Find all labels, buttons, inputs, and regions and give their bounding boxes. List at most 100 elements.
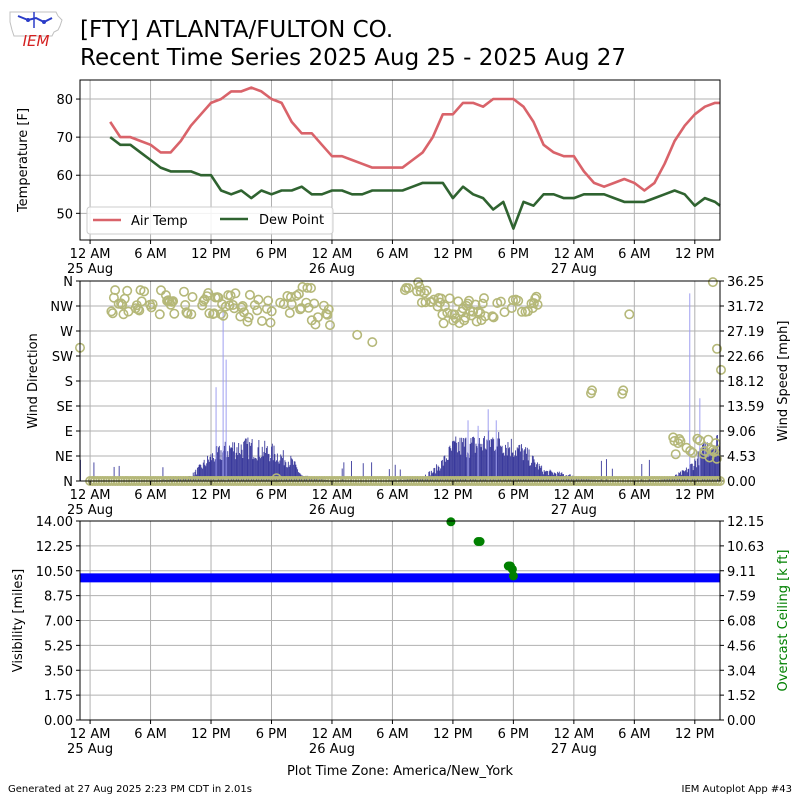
x-tick-label: 12 AM: [70, 247, 111, 262]
wind-direction-marker: [182, 308, 193, 319]
wind-speed-bar: [399, 469, 401, 481]
wind-speed-bar: [256, 460, 258, 481]
wind-speed-bar: [669, 478, 670, 481]
wind-speed-bar: [276, 460, 277, 481]
wind-speed-bar: [523, 450, 525, 481]
y-tick-label: 7.00: [44, 615, 73, 630]
wind-speed-bar: [451, 450, 453, 481]
wind-speed-bar: [451, 441, 453, 481]
y-tick-label: 8.75: [44, 590, 73, 605]
y-tick-label: 5.25: [44, 639, 73, 654]
wind-speed-bar: [261, 446, 263, 481]
wind-speed-bar: [177, 478, 179, 481]
wind-speed-bar: [198, 464, 200, 481]
wind-speed-bar: [257, 447, 259, 481]
y-tick-label: 14.00: [36, 515, 73, 530]
wind-speed-bar: [648, 459, 650, 481]
wind-speed-bar: [508, 448, 510, 481]
wind-direction-marker: [106, 306, 117, 317]
wind-speed-bar: [713, 456, 715, 481]
ceiling-point: [446, 517, 456, 527]
wind-direction-marker: [506, 302, 517, 313]
wind-speed-bar: [201, 467, 203, 481]
wind-speed-bar: [717, 455, 719, 481]
wind-speed-bar: [437, 465, 439, 481]
wind-speed-bar: [664, 479, 665, 481]
wind-direction-marker: [670, 449, 681, 460]
wind-speed-bar: [475, 443, 477, 481]
wind-speed-bar: [465, 437, 467, 481]
temperature-legend: Air Temp Dew Point: [86, 206, 334, 235]
y2-tick-label: 22.66: [727, 350, 764, 365]
wind-direction-marker: [324, 320, 335, 331]
wind-direction-marker: [179, 286, 190, 297]
wind-speed-bar: [489, 440, 490, 481]
wind-speed-bar: [287, 467, 288, 481]
wind-speed-bar: [232, 442, 234, 481]
wind-speed-bar: [434, 467, 436, 481]
wind-speed-bar: [661, 479, 663, 481]
wind-speed-bar: [291, 458, 293, 481]
wind-speed-bar: [550, 470, 552, 481]
wind-speed-bar: [701, 445, 703, 481]
x-tick-label: 12 AM: [312, 488, 353, 503]
wind-speed-bar: [436, 470, 438, 481]
wind-speed-bar: [674, 476, 676, 481]
wind-speed-bar: [459, 437, 461, 481]
iem-logo: IEM: [6, 6, 66, 52]
wind-speed-bar: [259, 456, 261, 481]
wind-direction-marker: [133, 304, 144, 315]
wind-direction-marker: [692, 433, 703, 444]
wind-speed-bar: [717, 435, 718, 481]
wind-direction-marker: [444, 293, 455, 304]
wind-speed-axis-label: Wind Speed [mph]: [776, 321, 791, 442]
visibility-panel: 0.00 1.75 3.50 5.25 7.00 8.75 10.50 12.25 14.00 0…: [11, 515, 791, 757]
wind-speed-bar: [227, 451, 229, 481]
wind-direction-markers: [75, 277, 726, 486]
wind-speed-bar: [211, 460, 213, 481]
wind-speed-bar: [502, 453, 504, 481]
wind-speed-bar: [273, 445, 275, 481]
y-tick-label: W: [60, 325, 73, 340]
wind-direction-marker: [312, 312, 323, 323]
wind-speed-bar: [212, 457, 214, 481]
wind-speed-bar: [712, 449, 713, 481]
wind-speed-bar: [461, 437, 463, 481]
wind-speed-bar: [254, 458, 256, 481]
wind-speed-bar: [422, 476, 424, 481]
wind-speed-bar: [206, 463, 208, 481]
y-tick-label: NE: [55, 450, 73, 465]
wind-speed-bar: [278, 463, 280, 481]
wind-speed-bar: [313, 477, 315, 481]
wind-direction-marker: [367, 337, 378, 348]
wind-direction-marker: [586, 385, 597, 396]
wind-speed-bar: [452, 440, 454, 481]
wind-speed-bar: [268, 453, 270, 481]
wind-speed-bar: [687, 469, 689, 481]
wind-speed-bar: [696, 458, 698, 481]
wind-speed-bar: [242, 458, 244, 481]
wind-speed-bar: [311, 478, 313, 481]
wind-direction-marker: [225, 290, 236, 301]
wind-direction-marker: [673, 438, 684, 449]
wind-direction-marker: [442, 307, 453, 318]
wind-direction-marker: [253, 294, 264, 305]
wind-speed-bar: [209, 456, 211, 481]
wind-speed-bar: [235, 452, 237, 481]
wind-direction-marker: [215, 309, 226, 320]
x-day-label: 25 Aug: [67, 742, 113, 757]
x-day-label: 27 Aug: [551, 503, 597, 518]
wind-speed-bar: [481, 443, 483, 481]
x-tick-label: 6 AM: [618, 727, 651, 742]
wind-direction-marker: [675, 436, 686, 447]
wind-direction-marker: [477, 298, 488, 309]
wind-speed-bar: [212, 453, 214, 481]
wind-speed-bar: [430, 470, 432, 481]
y-tick-label: 50: [56, 207, 73, 222]
wind-direction-marker: [413, 277, 424, 288]
wind-speed-bar: [218, 445, 220, 481]
wind-direction-marker: [265, 317, 276, 328]
wind-direction-marker: [302, 282, 313, 293]
wind-speed-bar: [292, 459, 293, 481]
